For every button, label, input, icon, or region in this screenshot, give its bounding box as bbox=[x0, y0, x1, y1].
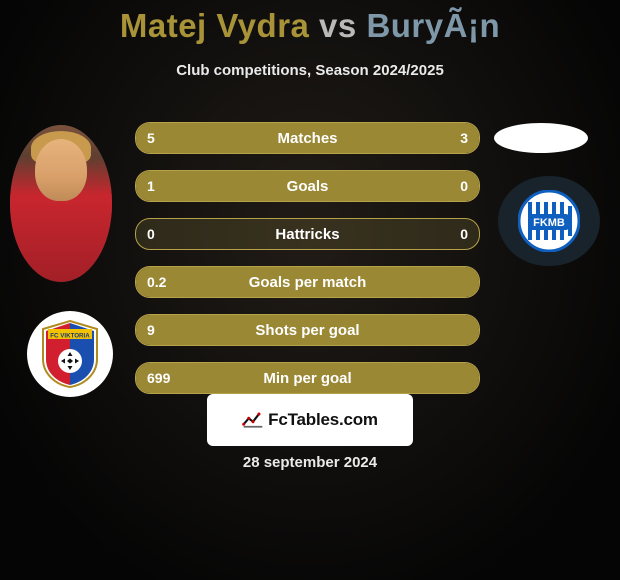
stat-fill-left bbox=[136, 363, 479, 393]
stat-row: Hattricks0 0 bbox=[135, 218, 480, 250]
stat-value-left: 0 bbox=[147, 219, 155, 249]
stat-fill-left bbox=[136, 315, 479, 345]
player-1-photo bbox=[10, 125, 112, 282]
title-player-2: BuryÃ¡n bbox=[366, 7, 500, 44]
player-2-club-badge: FKMB bbox=[498, 176, 600, 266]
footer-date: 28 september 2024 bbox=[0, 454, 620, 471]
title-vs: vs bbox=[309, 7, 366, 44]
stat-label: Hattricks bbox=[136, 219, 479, 249]
footer-brand-pill: FcTables.com bbox=[207, 394, 413, 446]
plzen-shield-icon: FC VIKTORIA bbox=[39, 319, 101, 389]
stat-fill-left bbox=[136, 267, 479, 297]
stat-fill-right bbox=[404, 171, 479, 201]
title-player-1: Matej Vydra bbox=[120, 7, 310, 44]
player-2-photo-placeholder bbox=[494, 123, 588, 153]
stat-row: Goals per match0.2 bbox=[135, 266, 480, 298]
stat-row: Matches53 bbox=[135, 122, 480, 154]
stat-row: Min per goal699 bbox=[135, 362, 480, 394]
subtitle: Club competitions, Season 2024/2025 bbox=[0, 62, 620, 79]
fctables-logo-icon bbox=[242, 411, 264, 429]
footer-brand-text: FcTables.com bbox=[268, 410, 378, 430]
stat-fill-left bbox=[136, 171, 404, 201]
fkmb-badge-icon: FKMB bbox=[518, 190, 580, 252]
title-container: Matej Vydra vs BuryÃ¡n bbox=[0, 7, 620, 45]
stat-fill-left bbox=[136, 123, 350, 153]
svg-text:FC VIKTORIA: FC VIKTORIA bbox=[50, 333, 90, 340]
stat-value-right: 0 bbox=[460, 219, 468, 249]
player-1-club-badge: FC VIKTORIA bbox=[27, 311, 113, 397]
stat-row: Shots per goal9 bbox=[135, 314, 480, 346]
stat-fill-right bbox=[350, 123, 479, 153]
svg-text:FKMB: FKMB bbox=[533, 217, 565, 229]
stat-row: Goals10 bbox=[135, 170, 480, 202]
stats-container: Matches53 Goals10 Hattricks0 0 Goals per mat… bbox=[135, 122, 480, 394]
